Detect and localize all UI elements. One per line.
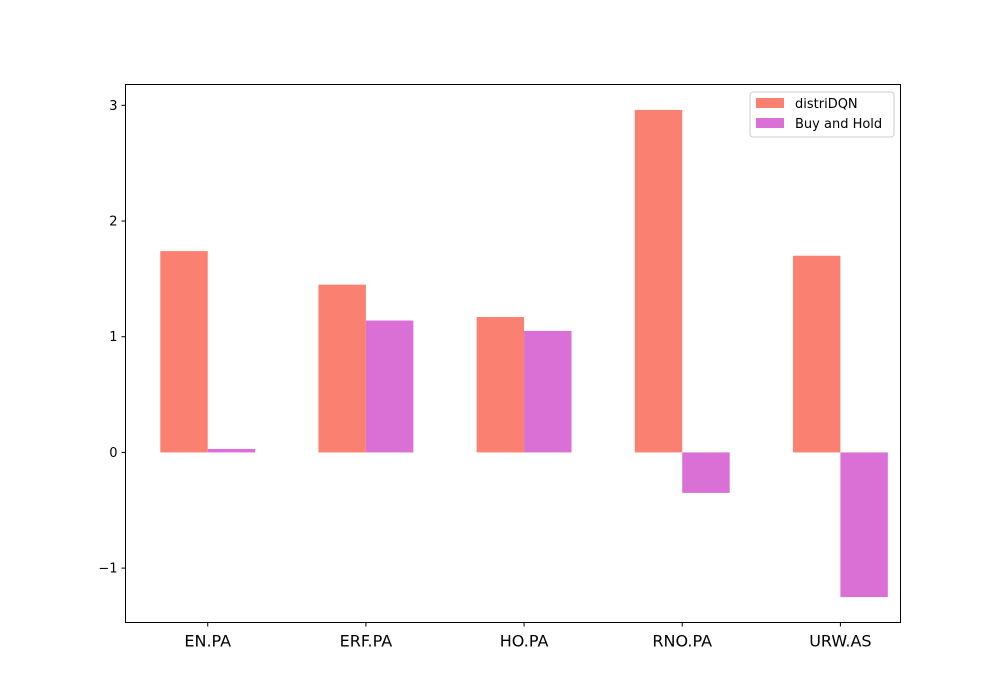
x-tick-label: RNO.PA: [652, 632, 712, 651]
bar-buy-and-hold-ho-pa: [524, 330, 572, 453]
legend-label-buy-and-hold: Buy and Hold: [795, 117, 882, 132]
bar-buy-and-hold-urw-as: [840, 452, 888, 598]
x-tick-label: ERF.PA: [340, 632, 393, 651]
bar-buy-and-hold-rno-pa: [682, 452, 730, 493]
bar-distridqn-rno-pa: [634, 109, 683, 453]
x-tick-label: URW.AS: [809, 632, 871, 651]
bar-distridqn-en-pa: [160, 251, 208, 453]
x-tick-label: EN.PA: [184, 632, 231, 651]
bar-distridqn-urw-as: [792, 255, 841, 453]
legend-swatch-buy-and-hold: [756, 118, 784, 128]
bar-buy-and-hold-erf-pa: [365, 320, 414, 453]
y-tick-label: 3: [109, 99, 117, 114]
bar-distridqn-ho-pa: [476, 317, 525, 453]
y-tick-label: 1: [109, 330, 117, 345]
legend: distriDQN Buy and Hold: [749, 91, 895, 138]
legend-swatch-distridqn: [756, 98, 784, 108]
plot-frame: [125, 84, 901, 623]
x-axis: EN.PA ERF.PA HO.PA RNO.PA URW.AS: [184, 622, 872, 651]
y-axis: −1 0 1 2 3: [98, 99, 126, 577]
bar-buy-and-hold-en-pa: [207, 448, 256, 453]
y-tick-label: 0: [109, 446, 117, 461]
bars-layer: [160, 109, 888, 598]
x-tick-label: HO.PA: [500, 632, 549, 651]
legend-label-distridqn: distriDQN: [795, 97, 858, 112]
y-tick-label: 2: [109, 215, 117, 230]
y-tick-label: −1: [98, 562, 117, 577]
bar-distridqn-erf-pa: [318, 284, 366, 453]
legend-box: [749, 91, 895, 138]
